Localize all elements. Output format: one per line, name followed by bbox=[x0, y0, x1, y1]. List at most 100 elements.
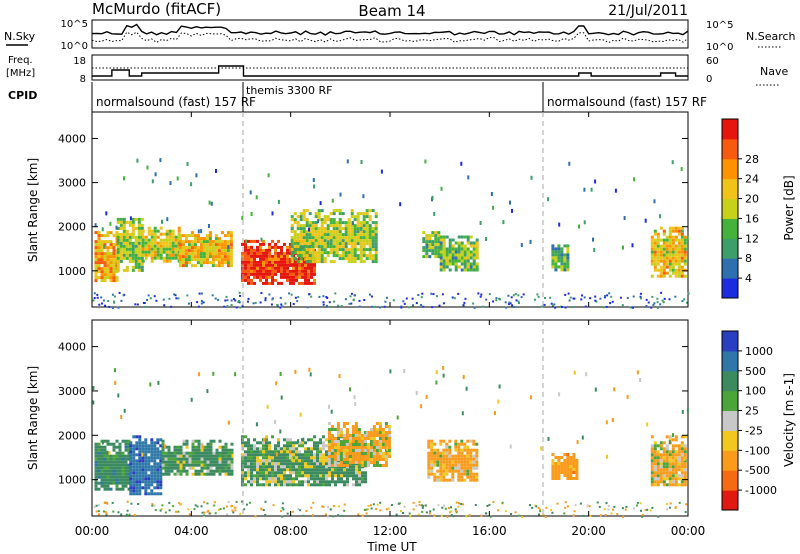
power-colorbar-swatch bbox=[722, 178, 738, 200]
power-echo-cell bbox=[320, 218, 324, 222]
velocity-echo-cell bbox=[201, 511, 204, 514]
velocity-echo-cell bbox=[117, 393, 120, 398]
power-echo-cell bbox=[106, 276, 110, 280]
cpid-segment-2: themis 3300 RF bbox=[246, 84, 333, 97]
velocity-echo-cell bbox=[342, 434, 346, 437]
velocity-echo-cell bbox=[109, 475, 113, 479]
power-echo-cell bbox=[171, 247, 175, 251]
power-echo-cell bbox=[317, 233, 321, 237]
velocity-echo-cell bbox=[106, 475, 110, 479]
power-echo-cell bbox=[463, 262, 467, 266]
power-echo-cell bbox=[659, 265, 663, 269]
velocity-echo-cell bbox=[319, 465, 322, 469]
velocity-echo-cell bbox=[465, 515, 468, 518]
velocity-echo-cell bbox=[194, 445, 198, 449]
power-echo-cell bbox=[211, 255, 215, 259]
power-echo-cell bbox=[262, 239, 265, 243]
velocity-echo-cell bbox=[147, 480, 151, 484]
power-echo-cell bbox=[362, 212, 366, 216]
power-echo-cell bbox=[286, 260, 289, 264]
velocity-echo-cell bbox=[212, 439, 216, 443]
velocity-echo-cell bbox=[274, 462, 277, 466]
velocity-echo-cell bbox=[563, 453, 567, 456]
power-echo-cell bbox=[296, 224, 300, 228]
velocity-echo-cell bbox=[167, 457, 171, 461]
velocity-echo-cell bbox=[381, 464, 385, 467]
power-echo-cell bbox=[507, 294, 510, 297]
power-echo-cell bbox=[214, 243, 218, 247]
velocity-echo-cell bbox=[279, 372, 282, 376]
velocity-echo-cell bbox=[683, 453, 687, 457]
power-echo-cell bbox=[271, 298, 274, 301]
power-echo-cell bbox=[116, 262, 120, 266]
power-echo-cell bbox=[298, 269, 301, 273]
velocity-echo-cell bbox=[207, 509, 210, 512]
power-echo-cell bbox=[317, 218, 321, 222]
velocity-echo-cell bbox=[665, 450, 669, 454]
power-echo-cell bbox=[214, 237, 218, 241]
power-echo-cell bbox=[286, 245, 289, 249]
velocity-echo-cell bbox=[94, 454, 98, 458]
power-echo-cell bbox=[112, 258, 116, 262]
velocity-echo-cell bbox=[369, 437, 373, 440]
power-echo-cell bbox=[199, 246, 203, 250]
velocity-echo-cell bbox=[445, 463, 449, 467]
power-echo-cell bbox=[244, 245, 247, 249]
velocity-echo-cell bbox=[182, 439, 186, 443]
power-echo-cell bbox=[178, 258, 182, 262]
power-echo-cell bbox=[156, 256, 160, 260]
velocity-echo-cell bbox=[206, 454, 210, 458]
velocity-echo-cell bbox=[460, 448, 464, 452]
velocity-echo-cell bbox=[387, 428, 391, 431]
velocity-ylabel: Slant Range [km] bbox=[26, 366, 40, 470]
velocity-echo-cell bbox=[94, 457, 98, 461]
velocity-echo-cell bbox=[161, 463, 165, 467]
velocity-echo-cell bbox=[457, 505, 460, 508]
power-echo-cell bbox=[674, 247, 678, 251]
velocity-echo-cell bbox=[100, 445, 104, 449]
velocity-echo-cell bbox=[132, 462, 136, 466]
power-echo-cell bbox=[147, 226, 151, 230]
power-echo-cell bbox=[344, 248, 348, 252]
velocity-colorbar-swatch bbox=[722, 370, 738, 392]
velocity-echo-cell bbox=[457, 442, 461, 446]
velocity-echo-cell bbox=[475, 448, 479, 452]
power-echo-cell bbox=[680, 256, 684, 260]
power-echo-cell bbox=[320, 251, 324, 255]
velocity-echo-cell bbox=[572, 459, 576, 462]
velocity-echo-cell bbox=[109, 460, 113, 464]
power-echo-cell bbox=[116, 265, 120, 269]
beam-title: Beam 14 bbox=[358, 2, 425, 20]
velocity-echo-cell bbox=[572, 462, 576, 465]
velocity-echo-cell bbox=[227, 457, 231, 461]
velocity-echo-cell bbox=[253, 474, 256, 478]
velocity-echo-cell bbox=[144, 480, 148, 484]
velocity-echo-cell bbox=[283, 456, 286, 460]
power-echo-cell bbox=[374, 224, 378, 228]
velocity-echo-cell bbox=[112, 442, 116, 446]
power-echo-cell bbox=[186, 294, 189, 297]
velocity-echo-cell bbox=[668, 471, 672, 475]
power-echo-cell bbox=[674, 256, 678, 260]
power-echo-cell bbox=[677, 271, 681, 275]
velocity-echo-cell bbox=[442, 366, 445, 370]
velocity-echo-cell bbox=[253, 456, 256, 460]
velocity-echo-cell bbox=[307, 480, 310, 484]
velocity-echo-cell bbox=[224, 448, 228, 452]
velocity-echo-cell bbox=[197, 439, 201, 443]
power-echo-cell bbox=[464, 297, 467, 300]
velocity-echo-cell bbox=[361, 471, 364, 475]
velocity-echo-cell bbox=[265, 435, 268, 439]
velocity-echo-cell bbox=[159, 483, 163, 487]
power-echo-cell bbox=[153, 244, 157, 248]
velocity-colorbar-label: Velocity [m s-1] bbox=[782, 373, 796, 467]
power-echo-cell bbox=[662, 259, 666, 263]
velocity-echo-cell bbox=[112, 475, 116, 479]
power-echo-cell bbox=[301, 263, 304, 267]
power-echo-cell bbox=[250, 266, 253, 270]
velocity-echo-cell bbox=[168, 509, 171, 512]
power-echo-cell bbox=[293, 248, 297, 252]
power-echo-cell bbox=[276, 303, 279, 306]
power-echo-cell bbox=[289, 275, 292, 279]
power-echo-cell bbox=[335, 245, 339, 249]
